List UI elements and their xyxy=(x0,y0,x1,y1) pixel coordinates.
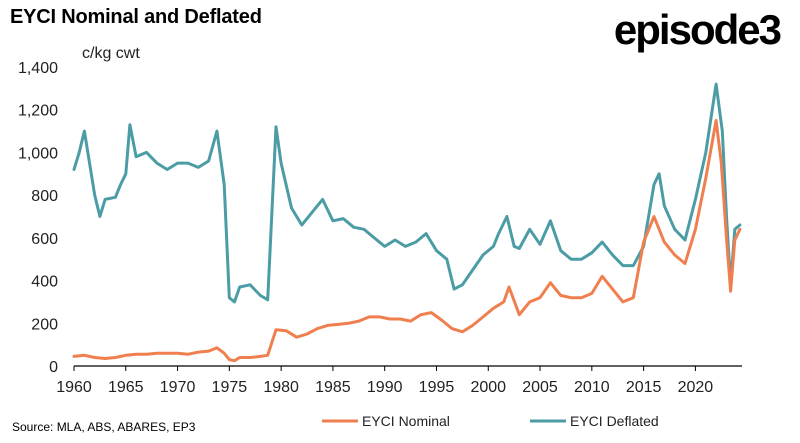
x-tick-label: 2005 xyxy=(522,379,558,396)
legend-label-nominal: EYCI Nominal xyxy=(362,413,450,429)
x-tick-label: 1980 xyxy=(263,379,299,396)
x-axis-ticks xyxy=(73,366,696,371)
x-tick-label: 2000 xyxy=(470,379,506,396)
x-tick-labels: 1960 1965 1970 1975 1980 1985 1990 1995 2000 2005… xyxy=(56,379,713,396)
x-tick-label: 2010 xyxy=(574,379,610,396)
y-tick-label: 1,400 xyxy=(18,60,58,77)
y-tick-label: 800 xyxy=(31,188,58,205)
x-tick-label: 2015 xyxy=(626,379,662,396)
source-note: Source: MLA, ABS, ABARES, EP3 xyxy=(12,420,196,434)
y-tick-label: 200 xyxy=(31,316,58,333)
x-tick-label: 1985 xyxy=(315,379,351,396)
y-tick-label: 400 xyxy=(31,274,58,291)
y-tick-labels: 0 200 400 600 800 1,000 1,200 1,400 xyxy=(18,60,58,376)
y-tick-label: 0 xyxy=(49,359,58,376)
x-tick-label: 2020 xyxy=(678,379,714,396)
x-tick-label: 1960 xyxy=(56,379,92,396)
x-tick-label: 1995 xyxy=(419,379,455,396)
episode3-logo: episode3 xyxy=(613,6,782,53)
x-tick-label: 1975 xyxy=(212,379,248,396)
y-axis-unit-label: c/kg cwt xyxy=(82,45,140,62)
series-lines xyxy=(72,82,742,363)
y-tick-label: 1,000 xyxy=(18,145,58,162)
legend: EYCI Nominal EYCI Deflated xyxy=(322,413,659,429)
x-tick-label: 1990 xyxy=(367,379,403,396)
legend-label-deflated: EYCI Deflated xyxy=(570,413,659,429)
x-tick-label: 1965 xyxy=(108,379,144,396)
x-tick-label: 1970 xyxy=(160,379,196,396)
eyci-nominal-line xyxy=(72,118,742,363)
y-tick-label: 600 xyxy=(31,231,58,248)
y-tick-label: 1,200 xyxy=(18,103,58,120)
chart-title: EYCI Nominal and Deflated xyxy=(10,6,262,28)
